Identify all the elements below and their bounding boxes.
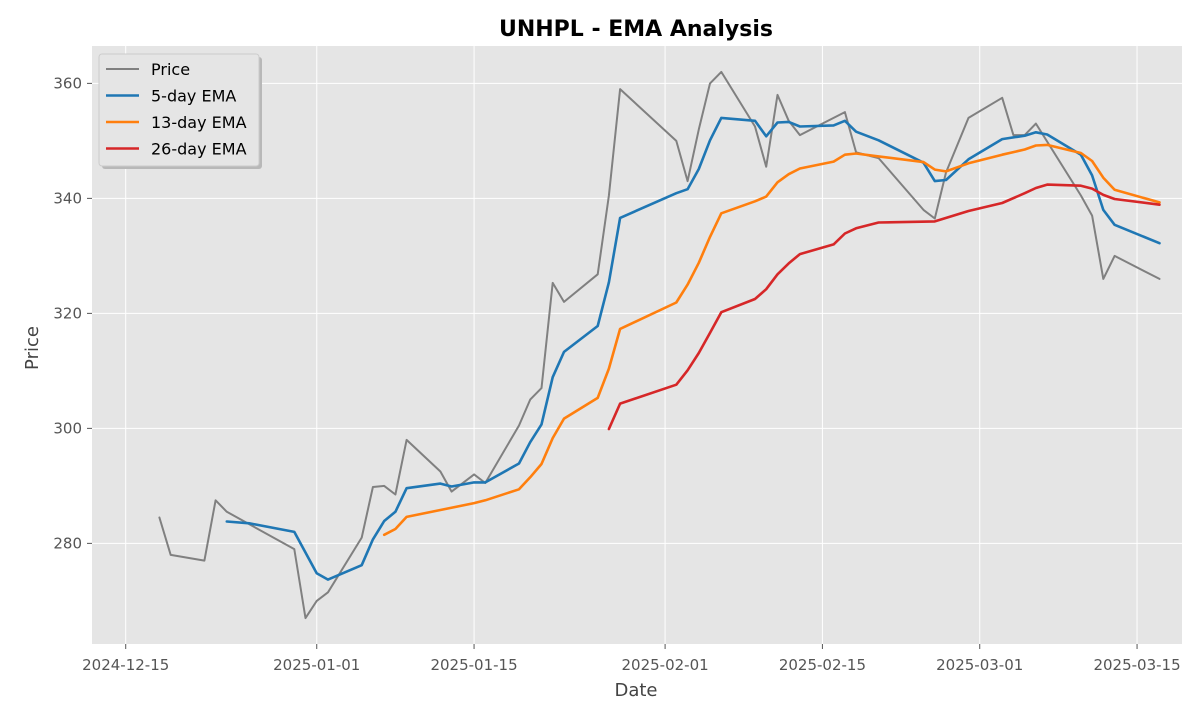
- legend-label-13-day-ema: 13-day EMA: [151, 113, 247, 132]
- y-tick-label: 360: [53, 74, 82, 92]
- x-tick-label: 2025-02-01: [621, 656, 708, 674]
- chart-title: UNHPL - EMA Analysis: [499, 17, 773, 42]
- y-tick-label: 340: [53, 189, 82, 207]
- legend-box: [98, 53, 260, 167]
- x-axis-label: Date: [614, 680, 657, 701]
- y-tick-label: 320: [53, 304, 82, 322]
- x-tick-label: 2025-01-01: [273, 656, 360, 674]
- legend-label-price: Price: [151, 60, 190, 79]
- series-layer: [158, 70, 1161, 620]
- legend-label-26-day-ema: 26-day EMA: [151, 140, 247, 159]
- x-tick-label: 2025-03-01: [936, 656, 1023, 674]
- legend: Price 5-day EMA 13-day EMA 26-day EMA: [98, 53, 262, 169]
- x-axis-ticks: 2024-12-15 2025-01-01 2025-01-15 2025-02-01…: [82, 644, 1181, 674]
- series-line-5-day-ema: [225, 116, 1161, 581]
- y-tick-label: 280: [53, 534, 82, 552]
- series-line-26-day-ema: [607, 183, 1161, 431]
- series-line-13-day-ema: [382, 143, 1161, 537]
- x-tick-label: 2024-12-15: [82, 656, 169, 674]
- y-axis-ticks: 280 300 320 340 360: [53, 74, 92, 552]
- x-tick-label: 2025-01-15: [430, 656, 517, 674]
- plot-area: [92, 46, 1182, 644]
- legend-label-5-day-ema: 5-day EMA: [151, 87, 236, 106]
- y-tick-label: 300: [53, 419, 82, 437]
- y-axis-label: Price: [22, 326, 43, 370]
- x-tick-label: 2025-03-15: [1093, 656, 1180, 674]
- grid-lines: [92, 46, 1182, 644]
- x-tick-label: 2025-02-15: [779, 656, 866, 674]
- series-line-price: [158, 70, 1161, 620]
